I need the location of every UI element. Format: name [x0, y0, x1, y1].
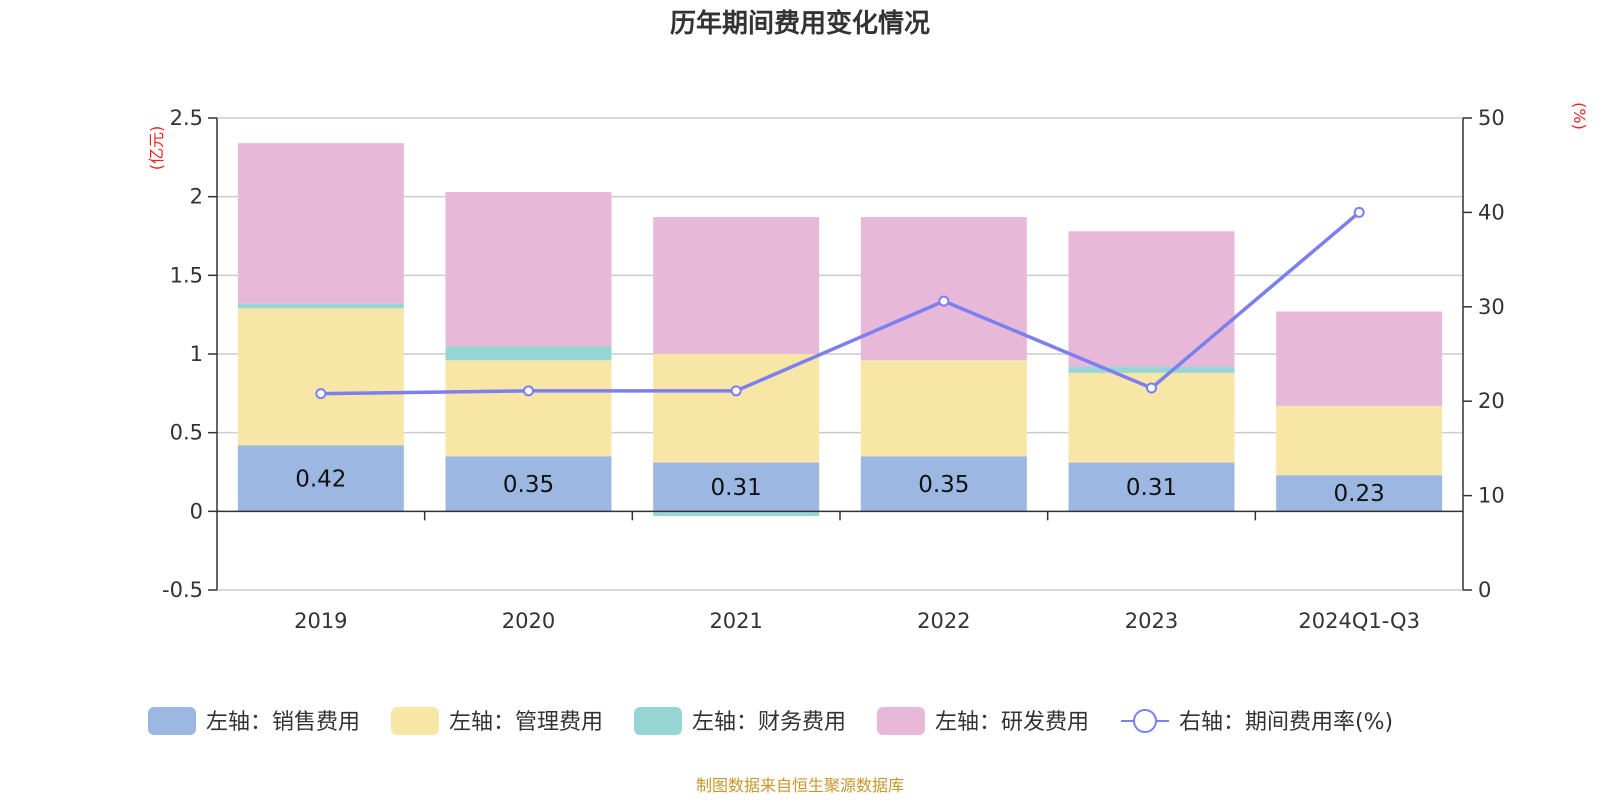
data-labels: 0.42 0.35 0.31 0.35 0.31 0.23: [295, 466, 1385, 507]
left-tick-label: -0.5: [162, 578, 203, 602]
legend-label: 左轴：管理费用: [449, 710, 603, 735]
right-tick-label: 10: [1478, 484, 1505, 508]
left-tick-label: 2.5: [170, 106, 203, 130]
sales-value-label: 0.23: [1334, 481, 1385, 507]
legend-swatch: [391, 707, 439, 735]
bar-segment: [237, 303, 404, 309]
rate-line-path: [320, 211, 1361, 396]
category-label: 2024Q1-Q3: [1298, 609, 1420, 633]
grid: [217, 117, 1463, 591]
axes: -0.5 0 0.5 1 1.5 2 2.5 0 10 20 30 40 50 2019 2020 2021 2…: [162, 106, 1505, 633]
chart-title: 历年期间费用变化情况: [670, 8, 930, 39]
bar-segment: [445, 346, 612, 361]
legend-label: 左轴：研发费用: [935, 710, 1089, 735]
bar-segment: [860, 217, 1027, 361]
bar-segment: [1068, 231, 1235, 367]
right-tick-label: 20: [1478, 389, 1505, 413]
legend-swatch: [148, 707, 196, 735]
bar-segment: [653, 511, 820, 517]
bar-segment: [445, 456, 612, 512]
bar-segment: [1276, 405, 1443, 476]
bar-segment: [237, 143, 404, 304]
bar-segment: [653, 462, 820, 512]
legend-swatch: [634, 707, 682, 735]
left-tick-label: 0: [190, 499, 203, 523]
bar-segment: [860, 456, 1027, 512]
rate-point: [315, 388, 327, 400]
sales-value-label: 0.42: [295, 466, 346, 492]
bar-segment: [1276, 475, 1443, 512]
category-label: 2021: [709, 609, 762, 633]
legend-label: 右轴：期间费用率(%): [1179, 710, 1393, 735]
legend-swatch: [877, 707, 925, 735]
sales-value-label: 0.35: [503, 472, 554, 498]
right-axis-unit: (%): [1570, 102, 1589, 130]
legend-label: 左轴：销售费用: [206, 710, 360, 735]
bar-segment: [1068, 462, 1235, 512]
rate-line: [315, 206, 1365, 400]
bars: [237, 143, 1443, 517]
category-label: 2020: [502, 609, 555, 633]
category-label: 2023: [1125, 609, 1178, 633]
left-tick-label: 1.5: [170, 263, 203, 287]
right-tick-label: 30: [1478, 295, 1505, 319]
right-tick-label: 50: [1478, 106, 1505, 130]
right-tick-label: 0: [1478, 578, 1491, 602]
left-axis-unit: (亿元): [147, 126, 166, 171]
bar-segment: [237, 445, 404, 512]
rate-point: [1353, 206, 1365, 218]
bar-segment: [653, 217, 820, 354]
legend-label: 左轴：财务费用: [692, 710, 846, 735]
bar-segment: [445, 360, 612, 457]
bar-segment: [1276, 311, 1443, 406]
rate-point: [730, 385, 742, 397]
category-label: 2019: [294, 609, 347, 633]
right-tick-label: 40: [1478, 200, 1505, 224]
source-note: 制图数据来自恒生聚源数据库: [696, 776, 904, 795]
legend: 左轴：销售费用 左轴：管理费用 左轴：财务费用 左轴：研发费用 右轴：期间费用率(%): [148, 707, 1393, 735]
sales-value-label: 0.31: [1126, 475, 1177, 501]
left-tick-label: 0.5: [170, 421, 203, 445]
rate-point: [523, 385, 534, 397]
bar-segment: [1068, 366, 1235, 373]
rate-point: [938, 295, 950, 307]
bar-segment: [445, 191, 612, 347]
bar-segment: [860, 360, 1027, 457]
left-tick-label: 1: [190, 342, 203, 366]
legend-swatch-marker: [1133, 709, 1157, 733]
bar-segment: [237, 308, 404, 446]
left-tick-label: 2: [190, 185, 203, 209]
sales-value-label: 0.35: [918, 472, 969, 498]
bar-segment: [653, 354, 820, 463]
category-label: 2022: [917, 609, 970, 633]
sales-value-label: 0.31: [711, 475, 762, 501]
rate-point: [1146, 382, 1157, 394]
